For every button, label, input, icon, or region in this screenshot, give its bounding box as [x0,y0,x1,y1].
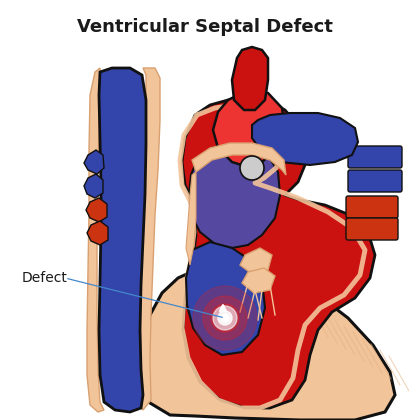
Circle shape [213,306,236,330]
Polygon shape [86,198,107,222]
FancyBboxPatch shape [345,196,397,218]
Polygon shape [189,143,279,248]
Circle shape [220,314,229,322]
Polygon shape [87,68,104,412]
Text: Defect: Defect [22,271,68,285]
Text: Ventricular Septal Defect: Ventricular Septal Defect [77,18,332,36]
Circle shape [239,156,263,180]
Polygon shape [84,150,104,174]
Polygon shape [84,174,103,198]
Polygon shape [252,113,357,165]
Polygon shape [87,221,108,245]
Circle shape [202,296,246,340]
FancyBboxPatch shape [347,146,401,168]
Polygon shape [182,98,374,408]
FancyBboxPatch shape [347,170,401,192]
Polygon shape [139,68,160,410]
FancyBboxPatch shape [345,218,397,240]
Circle shape [193,286,256,350]
Polygon shape [135,265,394,420]
Circle shape [218,311,231,325]
Circle shape [211,304,238,332]
Polygon shape [231,47,267,110]
Polygon shape [241,268,274,293]
Polygon shape [191,143,285,175]
Polygon shape [99,68,146,412]
Polygon shape [186,172,196,265]
Polygon shape [186,242,264,355]
Polygon shape [213,90,284,167]
Polygon shape [239,248,271,274]
